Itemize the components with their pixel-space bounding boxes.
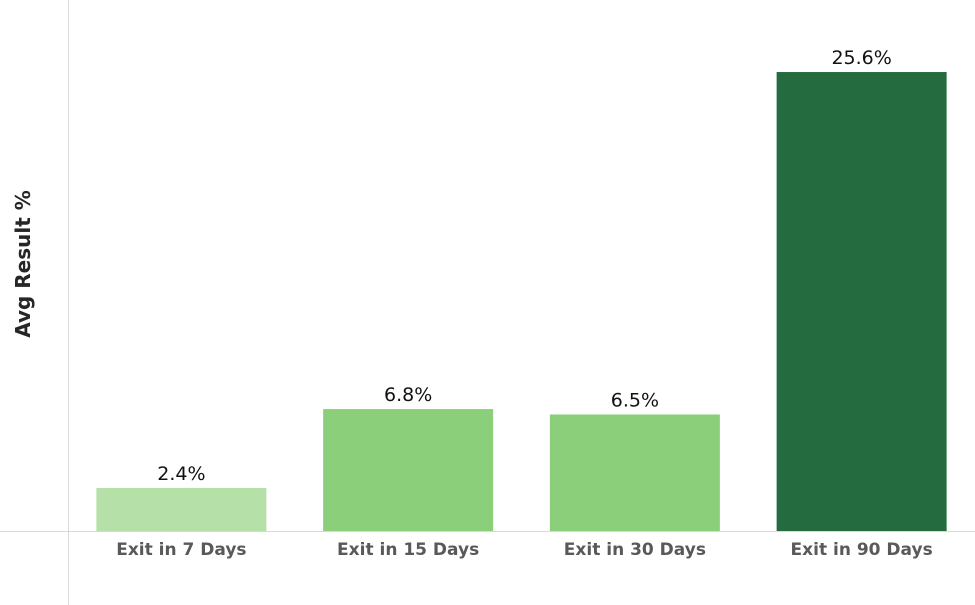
bar-4	[776, 72, 947, 532]
bar-3	[549, 414, 720, 531]
y-axis-title: Avg Result %	[11, 190, 35, 338]
value-labels-group: 2.4% 6.8% 6.5% 25.6%	[157, 47, 892, 485]
value-label-3: 6.5%	[611, 389, 659, 411]
bar-2	[323, 409, 494, 531]
value-label-2: 6.8%	[384, 384, 432, 406]
value-label-1: 2.4%	[157, 463, 205, 485]
category-label-2: Exit in 15 Days	[337, 540, 479, 560]
value-label-4: 25.6%	[831, 47, 891, 69]
category-label-1: Exit in 7 Days	[116, 540, 246, 560]
bar-1	[96, 487, 267, 531]
category-label-3: Exit in 30 Days	[564, 540, 706, 560]
bars-group	[96, 72, 947, 532]
category-label-4: Exit in 90 Days	[791, 540, 933, 560]
category-labels-group: Exit in 7 Days Exit in 15 Days Exit in 30 …	[116, 540, 932, 560]
